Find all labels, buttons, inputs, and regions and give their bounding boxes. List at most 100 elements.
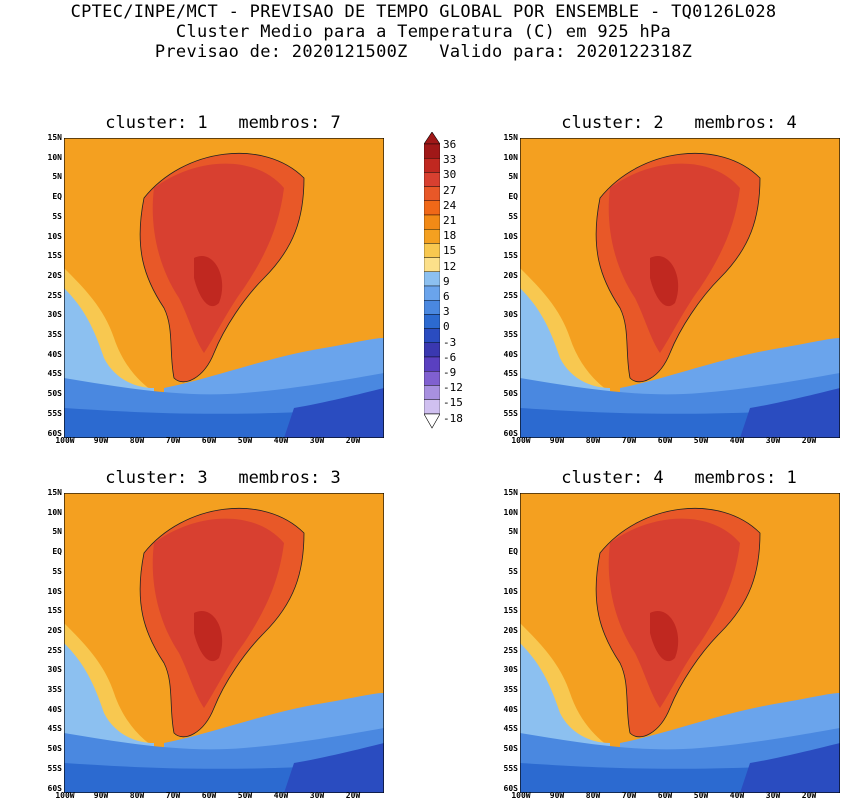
lon-label: 80W xyxy=(585,436,601,445)
header-line-3: Previsao de: 2020121500Z Valido para: 20… xyxy=(154,42,693,62)
lat-label: 60S xyxy=(47,428,62,438)
colorbar-top-arrow xyxy=(424,132,440,145)
lat-label: 5N xyxy=(508,172,518,182)
lat-label: EQ xyxy=(508,192,518,202)
lon-label: 20W xyxy=(345,436,361,445)
lon-label: 60W xyxy=(657,436,673,445)
lat-label: 10N xyxy=(47,152,62,162)
lon-label: 100W xyxy=(511,436,531,445)
lon-label: 100W xyxy=(511,791,531,800)
lat-label: 10N xyxy=(503,152,518,162)
lon-label: 40W xyxy=(729,436,745,445)
colorbar-swatch xyxy=(424,257,440,272)
lat-label: 45S xyxy=(47,369,62,379)
lon-label: 70W xyxy=(621,436,637,445)
colorbar-label: -18 xyxy=(443,411,463,425)
lon-label: 30W xyxy=(309,791,325,800)
colorbar-swatch xyxy=(424,214,440,230)
header-line-1: CPTEC/INPE/MCT - PREVISAO DE TEMPO GLOBA… xyxy=(70,2,777,22)
colorbar-swatch xyxy=(424,143,440,159)
lon-label: 20W xyxy=(801,436,817,445)
lat-label: 35S xyxy=(47,330,62,339)
lat-label: 10S xyxy=(503,586,518,596)
lat-label: 50S xyxy=(47,389,62,399)
colorbar-swatch xyxy=(424,342,440,358)
lon-label: 40W xyxy=(273,791,289,800)
lat-label: 45S xyxy=(503,724,518,734)
lat-label: 25S xyxy=(47,290,62,300)
lat-label: 5S xyxy=(508,211,518,221)
lat-label: 10S xyxy=(47,586,62,596)
colorbar-label: 21 xyxy=(443,214,457,227)
colorbar-swatch xyxy=(424,228,440,244)
lat-label: 40S xyxy=(47,704,62,714)
lon-label: 20W xyxy=(801,791,817,800)
lat-label: 15N xyxy=(503,488,518,497)
lat-label: 60S xyxy=(47,783,62,793)
lat-label: 30S xyxy=(503,310,518,320)
lon-label: 90W xyxy=(549,436,565,445)
colorbar-bottom-arrow xyxy=(424,413,440,429)
colorbar-swatch xyxy=(424,328,440,344)
lon-label: 90W xyxy=(93,436,109,445)
colorbar-swatch xyxy=(424,314,440,329)
lat-label: 55S xyxy=(47,763,62,773)
colorbar-swatch xyxy=(424,158,440,173)
lat-label: 25S xyxy=(503,290,518,300)
lat-label: 10N xyxy=(503,507,518,517)
lat-label: EQ xyxy=(52,192,62,202)
colorbar-swatch xyxy=(424,172,440,187)
lat-label: 5N xyxy=(52,172,62,182)
colorbar xyxy=(424,132,440,429)
lat-label: 10N xyxy=(47,507,62,517)
colorbar-label: 0 xyxy=(443,320,450,334)
lat-label: 15N xyxy=(47,133,62,142)
map-panel-2 xyxy=(520,138,840,438)
lon-label: 100W xyxy=(55,436,75,445)
lon-label: 80W xyxy=(585,791,601,800)
lat-label: 45S xyxy=(47,724,62,734)
lat-label: 20S xyxy=(503,270,518,280)
lat-label: 10S xyxy=(47,231,62,241)
colorbar-swatch xyxy=(424,200,440,216)
colorbar-swatch xyxy=(424,399,440,415)
colorbar-swatch xyxy=(424,243,440,258)
lat-label: EQ xyxy=(52,547,62,557)
panel-2-title: cluster: 2 membros: 4 xyxy=(561,113,797,133)
lat-label: 30S xyxy=(47,310,62,320)
panel-3-title: cluster: 3 membros: 3 xyxy=(105,468,341,488)
lat-label: 15S xyxy=(503,606,518,616)
lat-label: 50S xyxy=(47,744,62,754)
colorbar-label: 36 xyxy=(443,138,457,151)
header-line-2: Cluster Medio para a Temperatura (C) em … xyxy=(175,22,672,42)
colorbar-label: 3 xyxy=(443,305,450,319)
lon-label: 30W xyxy=(765,436,781,445)
lon-label: 20W xyxy=(345,791,361,800)
lat-label: 50S xyxy=(503,744,518,754)
lon-label: 70W xyxy=(165,436,181,445)
lon-label: 60W xyxy=(201,791,217,800)
lat-label: 30S xyxy=(47,665,62,675)
lon-label: 90W xyxy=(93,791,109,800)
lat-label: 5N xyxy=(508,527,518,537)
lat-label: 10S xyxy=(503,231,518,241)
colorbar-label: -15 xyxy=(443,396,463,410)
colorbar-label: 15 xyxy=(443,244,457,258)
colorbar-label: 6 xyxy=(443,290,450,303)
colorbar-swatch xyxy=(424,271,440,287)
lat-label: 55S xyxy=(503,408,518,418)
lon-label: 60W xyxy=(657,791,673,800)
lat-label: 35S xyxy=(47,685,62,694)
lat-label: 55S xyxy=(503,763,518,773)
colorbar-label: -9 xyxy=(443,366,457,379)
colorbar-label: 33 xyxy=(443,153,457,167)
lat-label: 5S xyxy=(508,566,518,576)
lat-label: 30S xyxy=(503,665,518,675)
panel-4-title: cluster: 4 membros: 1 xyxy=(561,468,797,488)
lat-label: 35S xyxy=(503,330,518,339)
colorbar-label: -3 xyxy=(443,335,457,349)
panel-1-title: cluster: 1 membros: 7 xyxy=(105,113,341,133)
lon-label: 70W xyxy=(621,791,637,800)
lon-label: 60W xyxy=(201,436,217,445)
lat-label: 5S xyxy=(52,566,62,576)
